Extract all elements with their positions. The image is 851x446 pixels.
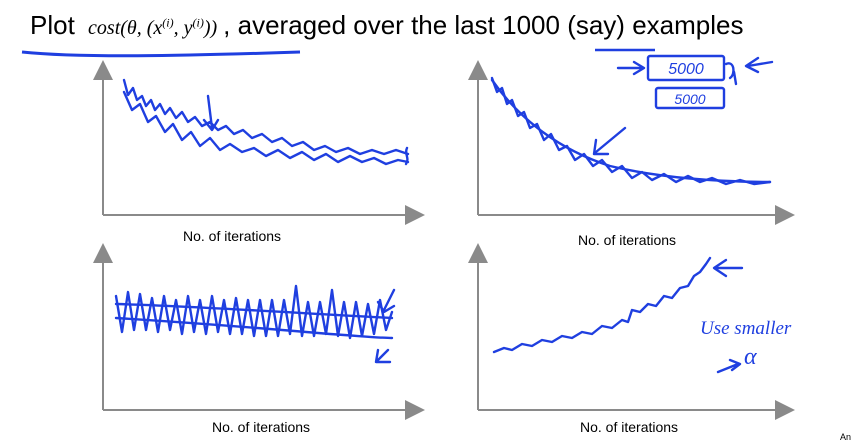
plot-2-xlabel: No. of iterations: [578, 232, 677, 248]
plot-2-curve-smooth: [490, 78, 772, 184]
plot-4-small-arrow: [716, 358, 742, 374]
plot-1-curve-noisy: [122, 78, 410, 156]
plot-1-curve-smooth: [122, 90, 410, 166]
plot-1-xlabel: No. of iterations: [183, 228, 282, 244]
plot-2-axes: [468, 60, 795, 225]
plot-3-curve-noisy: [114, 284, 394, 340]
box-hook: [724, 62, 738, 86]
title-prefix: Plot: [30, 10, 75, 40]
box-left-arrow: [616, 60, 646, 76]
plot-1-pointer-arrow: [202, 94, 220, 132]
alpha-symbol: α: [744, 344, 757, 370]
plot-4-curve-diverging: [492, 256, 712, 354]
plot-3-xlabel: No. of iterations: [212, 419, 311, 435]
title-suffix-a: , averaged over the last: [223, 10, 503, 40]
use-smaller-note: Use smaller: [700, 318, 792, 339]
slide-title: Plot cost(θ, (x(i), y(i))), averaged ove…: [30, 10, 743, 41]
title-suffix-b: (say) examples: [559, 10, 744, 40]
plot-3-arrow-bottom: [374, 348, 392, 364]
plot-3-curve-flat: [114, 302, 394, 320]
plot-3-arrow-top: [376, 288, 396, 314]
plot-1-axes: [93, 60, 425, 225]
corner-text: An: [839, 432, 851, 442]
plot-4-xlabel: No. of iterations: [580, 419, 679, 435]
plot-3-curve-smooth: [114, 316, 394, 340]
plot-3-axes: [93, 243, 425, 420]
cost-formula: cost(θ, (x(i), y(i))): [88, 15, 218, 39]
plot-4-axes: [468, 243, 795, 420]
title-number: 1000: [502, 10, 560, 40]
plot-4-pointer-arrow: [712, 258, 744, 278]
plot-1-end-mark: [404, 146, 409, 166]
box-bottom-outline: [654, 86, 726, 110]
formula-underline: [21, 50, 301, 58]
box-top-outline: [646, 54, 726, 82]
box-right-arrow: [744, 56, 774, 74]
plot-2-curve-noisy: [490, 76, 772, 186]
plot-2-pointer-arrow: [592, 126, 627, 156]
box-top-label: 5000: [668, 61, 704, 78]
box-bottom-label: 5000: [674, 91, 705, 107]
